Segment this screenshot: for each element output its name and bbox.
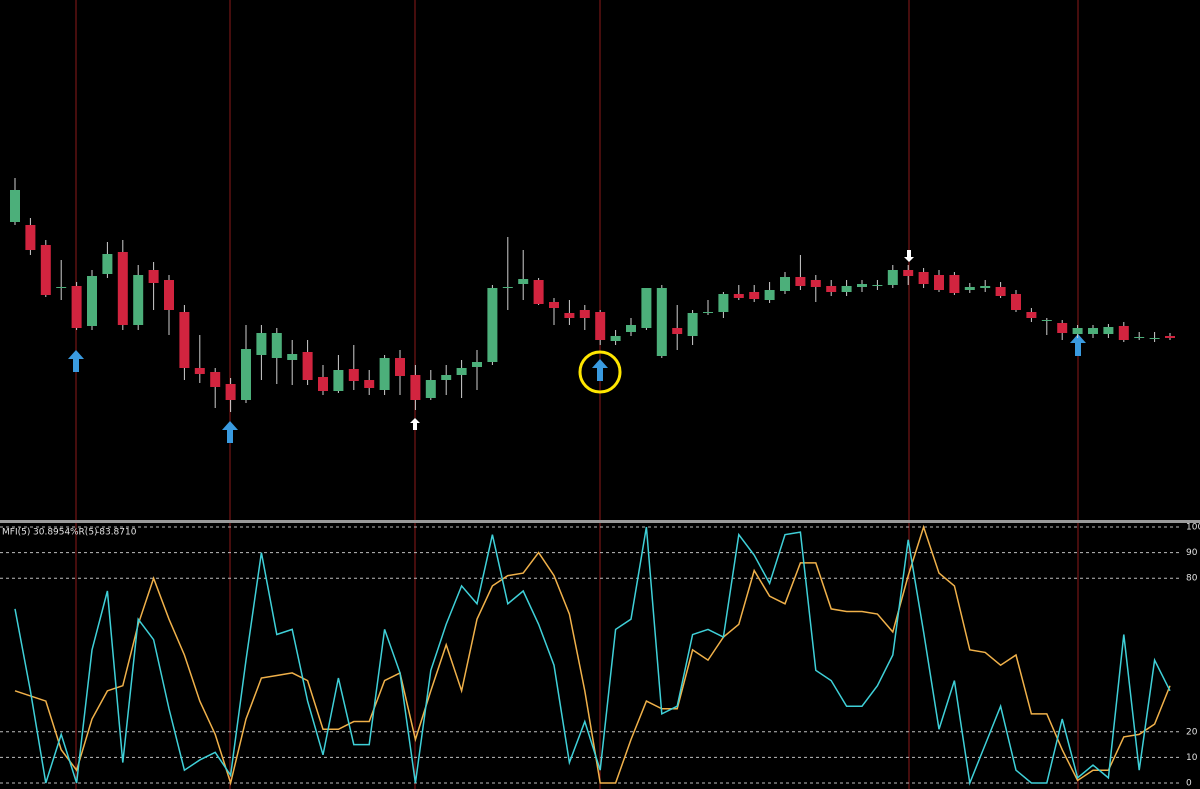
candle-body <box>579 310 590 318</box>
candle-body <box>610 336 621 341</box>
candle-body <box>318 377 328 391</box>
candle-body <box>1103 327 1114 334</box>
candle-body <box>857 284 867 287</box>
candle-body <box>1011 294 1021 310</box>
candle-body <box>117 252 128 325</box>
candle-body <box>934 275 944 290</box>
candle-body <box>718 294 729 312</box>
candle-body <box>918 272 929 284</box>
candle-body <box>379 358 390 390</box>
candle-body <box>810 280 821 287</box>
candle-body <box>518 279 529 284</box>
y-tick-label: 80 <box>1186 574 1198 584</box>
highlight-circle <box>578 350 622 394</box>
candle-body <box>56 287 67 288</box>
indicator-readout: 30.8954 <box>33 528 70 538</box>
candle-body <box>656 288 667 356</box>
candle-body <box>241 349 251 400</box>
candle-body <box>1134 337 1145 338</box>
candle-body <box>903 270 914 276</box>
candle-body <box>626 325 636 332</box>
candle-body <box>271 333 282 358</box>
candle-body <box>595 312 606 340</box>
indicator-line <box>14 524 1171 786</box>
signal-arrows <box>68 250 1086 443</box>
candle-body <box>487 288 498 362</box>
candle-body <box>764 290 775 300</box>
candle-body <box>964 287 975 290</box>
candle-body <box>410 375 421 400</box>
candle-body <box>995 287 1006 296</box>
candle-body <box>425 380 436 398</box>
candle-body <box>780 277 790 291</box>
candle-body <box>703 312 713 313</box>
candle-body <box>980 286 991 288</box>
candle-body <box>733 294 744 298</box>
candle-body <box>333 370 344 391</box>
candle-body <box>887 270 898 285</box>
buy-arrow <box>222 421 238 443</box>
candle-body <box>1149 338 1160 339</box>
candle-body <box>1118 326 1129 340</box>
candle-body <box>395 358 405 376</box>
candle-body <box>687 313 698 336</box>
candle-body <box>71 286 82 328</box>
candle-body <box>256 333 267 355</box>
candle-body <box>287 354 298 360</box>
candle-body <box>826 286 837 292</box>
candle-body <box>133 275 144 325</box>
candle-body <box>872 285 883 286</box>
candle-body <box>841 286 852 292</box>
candle-body <box>641 288 652 328</box>
indicator-readout: -83.8710 <box>96 528 137 538</box>
buy-arrow <box>68 350 84 372</box>
candle-body <box>225 384 236 400</box>
candle-body <box>564 313 575 318</box>
indicator-name: MFI(5) <box>2 528 30 538</box>
indicator-line <box>14 526 1171 786</box>
candle-body <box>1057 323 1068 333</box>
buy-arrow <box>592 359 608 381</box>
y-tick-label: 10 <box>1186 753 1198 763</box>
candle-body <box>795 277 806 286</box>
candle-body <box>549 302 559 308</box>
candle-body <box>102 254 113 274</box>
candle-body <box>1088 328 1098 334</box>
candle-body <box>87 276 97 326</box>
indicator-name: %R(5) <box>70 528 98 538</box>
candle-body <box>749 292 760 299</box>
candle-body <box>949 275 960 293</box>
candle-body <box>533 280 544 304</box>
candle-body <box>472 362 482 367</box>
candle-body <box>1165 336 1175 338</box>
small-up-arrow <box>410 418 420 430</box>
y-tick-label: 20 <box>1186 727 1198 737</box>
candle-body <box>1072 328 1083 334</box>
small-down-arrow <box>904 250 914 262</box>
candle-body <box>210 372 221 387</box>
buy-arrow <box>1070 334 1086 356</box>
candle-body <box>672 328 683 334</box>
candle-body <box>10 190 20 222</box>
y-tick-label: 100 <box>1186 523 1200 533</box>
candle-body <box>179 312 190 368</box>
candle-body <box>148 270 159 283</box>
candle-body <box>194 368 205 374</box>
candle-body <box>456 368 467 375</box>
panel-separator <box>0 520 1200 523</box>
candle-body <box>348 369 359 381</box>
y-tick-label: 90 <box>1186 548 1198 558</box>
y-tick-label: 0 <box>1186 779 1192 789</box>
candle-body <box>364 380 375 388</box>
candle-body <box>40 245 51 295</box>
candle-body <box>164 280 174 310</box>
candle-body <box>25 225 36 250</box>
candle-body <box>302 352 313 380</box>
candle-body <box>1041 320 1052 321</box>
candle-body <box>441 375 452 380</box>
candle-body <box>1026 312 1037 318</box>
candle-body <box>502 287 513 288</box>
